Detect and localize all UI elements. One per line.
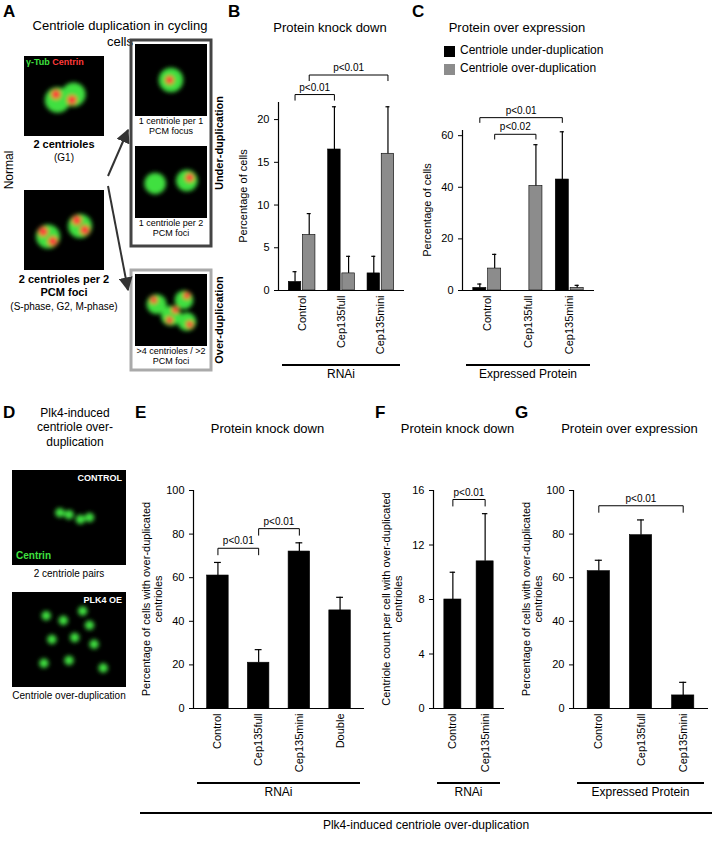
html-text:F: F [375,403,386,422]
html-text:PLK4 OE: PLK4 OE [83,595,122,605]
html-text:Centriole duplication in cycli: Centriole duplication in cycling cells [32,18,208,49]
svg-text:0: 0 [418,702,424,714]
svg-text:15: 15 [257,156,269,168]
svg-text:0: 0 [263,284,269,296]
svg-text:Cep135full: Cep135full [335,296,347,349]
html-text:Expressed Protein: Expressed Protein [591,785,690,799]
svg-text:40: 40 [552,615,564,627]
html-text:A: A [3,2,16,21]
svg-text:5: 5 [263,241,269,253]
html-text:1 centriole per 1 PCM focus: 1 centriole per 1 PCM focus [138,116,204,136]
svg-text:Control: Control [446,714,458,749]
svg-text:Cep135mini: Cep135mini [479,714,491,773]
svg-text:Control: Control [211,714,223,749]
svg-text:0: 0 [447,284,453,296]
html-text:Percentage of cells: Percentage of cells [421,163,434,257]
html-text:Protein knock down: Protein knock down [400,421,515,436]
svg-text:Cep135mini: Cep135mini [563,296,575,355]
html-text:Plk4-induced centriole over-du: Plk4-induced centriole over-duplication [37,406,113,449]
html-text:Protein knock down: Protein knock down [210,421,325,436]
html-text:2 centriole pairs: 2 centriole pairs [33,568,105,579]
svg-text:Control: Control [592,714,604,749]
svg-text:0: 0 [178,702,184,714]
html-text:Plk4-induced centriole over-du: Plk4-induced centriole over-duplication [322,818,530,832]
svg-text:p<0.01: p<0.01 [506,105,537,116]
html-text:B: B [228,2,241,21]
svg-text:100: 100 [546,484,564,496]
html-text:1 centriole per 2 PCM foci: 1 centriole per 2 PCM foci [138,218,204,238]
html-text:Protein over expression: Protein over expression [561,421,698,436]
html-text:(G1): (G1) [54,152,74,163]
svg-text:16: 16 [412,484,424,496]
html-text:Expressed Protein: Expressed Protein [479,367,577,381]
svg-text:12: 12 [412,539,424,551]
svg-text:20: 20 [441,232,453,244]
html-text:γ-Tub Centrin: γ-Tub Centrin [26,57,84,67]
svg-text:8: 8 [418,593,424,605]
svg-text:Cep135full: Cep135full [522,296,534,349]
svg-text:20: 20 [552,658,564,670]
html-text:Centriole over-duplication: Centriole over-duplication [460,61,597,75]
svg-text:10: 10 [257,199,269,211]
svg-text:p<0.01: p<0.01 [626,493,657,504]
svg-text:Cep135mini: Cep135mini [293,714,305,773]
html-text:(S-phase, G2, M-phase): (S-phase, G2, M-phase) [10,301,118,312]
svg-text:Cep135mini: Cep135mini [374,296,386,355]
html-text:CONTROL: CONTROL [77,473,122,483]
svg-text:Double: Double [334,714,346,749]
svg-text:p<0.01: p<0.01 [454,487,485,498]
svg-text:40: 40 [172,615,184,627]
svg-text:p<0.02: p<0.02 [500,121,531,132]
html-text:Centriole under-duplication: Centriole under-duplication [460,43,604,57]
html-text:Centriole count per cell with: Centriole count per cell with over-dupli… [379,492,405,706]
svg-text:p<0.01: p<0.01 [264,516,295,527]
svg-text:Control: Control [296,296,308,331]
html-text:RNAi: RNAi [454,785,483,799]
html-text:E: E [135,403,147,422]
html-text:RNAi: RNAi [264,785,293,799]
svg-text:60: 60 [552,571,564,583]
svg-text:100: 100 [166,484,184,496]
svg-text:Cep135full: Cep135full [252,714,264,767]
html-text:Centrin: Centrin [16,550,51,561]
svg-text:Cep135mini: Cep135mini [677,714,689,773]
html-text:C: C [412,2,425,21]
svg-text:p<0.01: p<0.01 [223,535,254,546]
svg-text:0: 0 [558,702,564,714]
html-text:Percentage of cells with over-: Percentage of cells with over-duplicated… [519,501,545,697]
html-text:Protein over expression: Protein over expression [448,20,586,35]
html-text:Centriole over-duplication: Centriole over-duplication [12,690,126,701]
html-text:2 centrioles per 2 PCM foci: 2 centrioles per 2 PCM foci [18,273,110,298]
html-text:D: D [3,403,16,422]
svg-text:80: 80 [552,528,564,540]
svg-text:20: 20 [257,113,269,125]
svg-text:80: 80 [172,528,184,540]
svg-text:Control: Control [481,296,493,331]
svg-text:Cep135full: Cep135full [635,714,647,767]
svg-text:p<0.01: p<0.01 [333,62,364,73]
html-text:Protein knock down: Protein knock down [273,20,387,35]
html-text:Normal: Normal [2,150,17,190]
svg-text:60: 60 [441,129,453,141]
svg-text:20: 20 [172,658,184,670]
html-text:Under-duplication: Under-duplication [213,96,226,191]
html-text:RNAi: RNAi [327,367,355,381]
svg-text:40: 40 [441,181,453,193]
html-text:>4 centrioles / >2 PCM foci: >4 centrioles / >2 PCM foci [136,346,206,366]
html-text:Percentage of cells: Percentage of cells [237,149,250,243]
svg-text:p<0.01: p<0.01 [299,82,330,93]
html-text:2 centrioles: 2 centrioles [33,138,95,150]
html-text:Percentage of cells with over-: Percentage of cells with over-duplicated… [139,501,165,697]
svg-text:4: 4 [418,648,424,660]
html-text:Over-duplication: Over-duplication [213,276,226,364]
svg-text:60: 60 [172,571,184,583]
html-text:G: G [515,403,529,422]
